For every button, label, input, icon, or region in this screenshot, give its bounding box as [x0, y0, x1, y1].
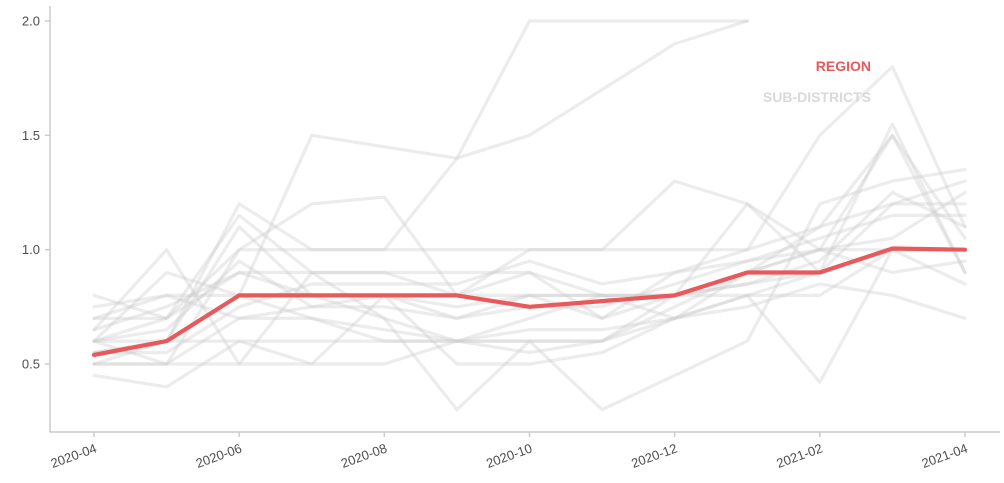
y-tick-label: 1.5 [22, 128, 40, 143]
sub-district-line-9 [92, 202, 967, 320]
region-line [91, 246, 968, 357]
sub-district-line-16 [92, 213, 967, 320]
sub-district-line-5 [92, 168, 967, 412]
sub-district-line-10 [92, 225, 967, 343]
sub-district-line-17 [92, 213, 967, 355]
sub-district-line-13 [92, 190, 967, 332]
sub-district-line-12 [92, 202, 967, 366]
x-tick-label: 2020-10 [484, 440, 534, 470]
sub-district-line-1 [92, 19, 749, 355]
region-line-group [91, 246, 968, 357]
x-tick-label: 2020-08 [339, 440, 389, 470]
legend: REGION SUB-DISTRICTS [763, 58, 871, 105]
x-tick-label: 2020-12 [629, 440, 679, 470]
y-tick-label: 0.5 [22, 357, 40, 372]
x-tick-label: 2021-02 [774, 440, 824, 470]
y-tick-label: 1.0 [22, 242, 40, 257]
sub-district-line-3 [92, 65, 967, 343]
sub-district-line-14 [92, 133, 967, 355]
sub-district-line-11 [92, 248, 967, 384]
x-tick-label: 2021-04 [920, 440, 970, 470]
y-tick-label: 2.0 [22, 14, 40, 29]
x-tick-label: 2020-06 [194, 440, 244, 470]
legend-sub-districts-label: SUB-DISTRICTS [763, 89, 871, 105]
legend-region-label: REGION [816, 58, 871, 74]
axes: 0.5 1.0 1.5 2.0 2020-04 2020-06 2020-08 2020-10… [22, 6, 1000, 471]
x-tick-label: 2020-04 [49, 440, 99, 470]
sub-district-line-8 [92, 133, 967, 389]
sub-district-lines [92, 19, 967, 412]
